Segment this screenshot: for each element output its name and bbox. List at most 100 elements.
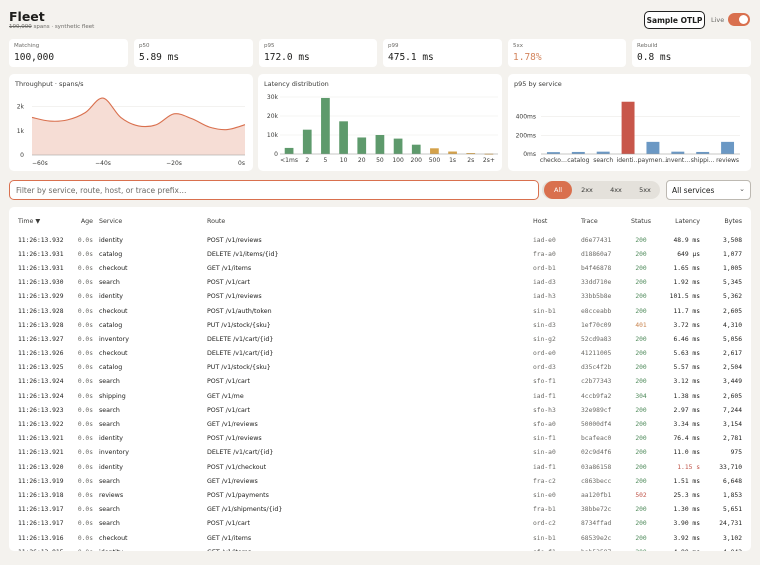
cell-latency: 6.46 ms <box>673 335 700 343</box>
table-row[interactable]: 11:26:13.927 0.0s inventory DELETE /v1/cart… <box>9 332 751 346</box>
live-toggle[interactable] <box>728 13 750 26</box>
table-row[interactable]: 11:26:13.918 0.0s reviews POST /v1/payments… <box>9 488 751 502</box>
cell-service: catalog <box>99 250 123 258</box>
sample-otlp-button[interactable]: Sample OTLP <box>644 11 705 29</box>
segment-5xx[interactable]: 5xx <box>639 186 651 194</box>
table-row[interactable]: 11:26:13.930 0.0s search POST /v1/cart iad-d… <box>9 276 751 290</box>
header: Fleet 100,000 spans · synthetic fleet Sa… <box>0 0 760 36</box>
cell-time: 11:26:13.921 <box>18 449 64 457</box>
cell-latency: 1.92 ms <box>673 279 700 287</box>
table-row[interactable]: 11:26:13.919 0.0s search GET /v1/reviews fra… <box>9 474 751 488</box>
cell-route: GET /v1/items <box>207 534 252 542</box>
cell-age: 0.0s <box>77 477 93 485</box>
x-tick-label: 5 <box>324 157 328 164</box>
cell-bytes: 6,648 <box>723 477 742 485</box>
table-row[interactable]: 11:26:13.928 0.0s checkout POST /v1/auth/to… <box>9 304 751 318</box>
segment-all[interactable]: All <box>544 181 572 199</box>
column-header-latency[interactable]: Latency <box>675 217 700 225</box>
table-row[interactable]: 11:26:13.922 0.0s search GET /v1/reviews sfo… <box>9 417 751 431</box>
table-row[interactable]: 11:26:13.921 0.0s identity POST /v1/reviews… <box>9 432 751 446</box>
cell-host: sfo-f1 <box>533 378 556 386</box>
cell-route: GET /v1/reviews <box>207 477 258 485</box>
x-tick-label: 500 <box>429 157 441 164</box>
cell-service: identity <box>99 435 124 443</box>
stat-label: Matching <box>14 43 40 49</box>
throughput-panel: Throughput · spans/s 0 1k 2k −60s −40s −20s 0s <box>9 74 253 171</box>
column-header-trace[interactable]: Trace <box>581 217 598 225</box>
x-tick-label: paymen… <box>638 157 668 164</box>
table-row[interactable]: 11:26:13.924 0.0s search POST /v1/cart sfo-f… <box>9 375 751 389</box>
cell-trace: bcafeac0 <box>581 435 612 443</box>
column-header-route[interactable]: Route <box>207 217 226 225</box>
cell-host: iad-f1 <box>533 463 556 471</box>
y-tick-label: 200ms <box>516 132 536 139</box>
table-row[interactable]: 11:26:13.920 0.0s identity POST /v1/checkou… <box>9 460 751 474</box>
table-row[interactable]: 11:26:13.923 0.0s search POST /v1/cart sfo-h… <box>9 403 751 417</box>
stat-value: 475.1 ms <box>388 52 434 63</box>
cell-latency: 2.97 ms <box>673 406 700 414</box>
x-tick-label: 0s <box>238 160 245 167</box>
bar-reviews <box>721 141 735 154</box>
cell-route: POST /v1/cart <box>207 279 250 287</box>
cell-bytes: 2,617 <box>723 350 742 358</box>
cell-route: DELETE /v1/cart/{id} <box>207 449 274 457</box>
stat-card-5xx: 5xx 1.78% <box>508 39 626 67</box>
cell-host: fra-c2 <box>533 477 556 485</box>
p95-service-chart: 0ms 200ms 400ms checko… catalog search identi…… <box>516 101 740 164</box>
cell-service: reviews <box>99 491 124 499</box>
service-select-value: All services <box>672 185 715 195</box>
segment-2xx[interactable]: 2xx <box>581 186 593 194</box>
cell-time: 11:26:13.931 <box>18 264 64 272</box>
filter-row: All 2xx 4xx 5xx All services ⌄ <box>0 180 760 202</box>
cell-route: POST /v1/checkout <box>207 463 267 471</box>
segment-4xx[interactable]: 4xx <box>610 186 622 194</box>
bar-100 <box>393 138 403 154</box>
table-row[interactable]: 11:26:13.921 0.0s inventory DELETE /v1/cart… <box>9 446 751 460</box>
cell-bytes: 2,605 <box>723 307 742 315</box>
cell-trace: b4f46878 <box>581 264 612 272</box>
column-header-age[interactable]: Age <box>80 217 93 225</box>
cell-age: 0.0s <box>77 463 93 471</box>
cell-status: 200 <box>635 236 647 244</box>
table-row[interactable]: 11:26:13.924 0.0s shipping GET /v1/me iad-f1… <box>9 389 751 403</box>
cell-service: search <box>99 279 120 287</box>
service-select[interactable]: All services ⌄ <box>666 180 751 200</box>
table-row[interactable]: 11:26:13.931 0.0s checkout GET /v1/items ord… <box>9 261 751 275</box>
cell-latency: 25.3 ms <box>673 491 700 499</box>
stat-value: 5.89 ms <box>139 52 180 63</box>
cell-route: GET /v1/me <box>207 392 244 400</box>
table-row[interactable]: 11:26:13.932 0.0s identity POST /v1/reviews… <box>9 233 751 247</box>
cell-host: sfo-a0 <box>533 421 556 429</box>
cell-age: 0.0s <box>77 491 93 499</box>
cell-age: 0.0s <box>77 545 99 551</box>
cell-host: ord-d3 <box>533 364 556 372</box>
cell-trace: d6e77431 <box>581 236 612 244</box>
x-tick-label: 20 <box>358 157 366 164</box>
column-header-time[interactable]: Time ▼ <box>18 217 41 225</box>
column-header-bytes[interactable]: Bytes <box>724 217 742 225</box>
latency-chart: 0 10k 20k 30k <1ms 2 5 10 20 50 100 200 500 1s 2s 2s+ <box>267 94 498 164</box>
bar-identi… <box>621 101 635 154</box>
table-row[interactable]: 11:26:13.926 0.0s checkout DELETE /v1/cart/… <box>9 347 751 361</box>
column-header-service[interactable]: Service <box>99 217 123 225</box>
column-header-status[interactable]: Status <box>630 217 652 225</box>
stat-label: p50 <box>139 43 150 49</box>
cell-status: 200 <box>635 279 647 287</box>
cell-service: search <box>99 378 120 386</box>
table-row[interactable]: 11:26:13.917 0.0s search GET /v1/shipments/… <box>9 503 751 517</box>
cell-host: iad-e0 <box>533 236 556 244</box>
table-row[interactable]: 11:26:13.9150.0sidentityGET /v1/itemssfo… <box>9 545 751 551</box>
cell-host: sfo-f1 <box>533 545 581 551</box>
filter-input[interactable] <box>9 180 539 200</box>
table-row[interactable]: 11:26:13.916 0.0s checkout GET /v1/items sin… <box>9 531 751 545</box>
cell-host: ord-c2 <box>533 520 556 528</box>
bar-paymen… <box>646 141 660 154</box>
cell-time: 11:26:13.916 <box>18 534 64 542</box>
table-row[interactable]: 11:26:13.925 0.0s catalog PUT /v1/stock/{sk… <box>9 361 751 375</box>
cell-age: 0.0s <box>77 520 93 528</box>
table-row[interactable]: 11:26:13.931 0.0s catalog DELETE /v1/items/… <box>9 247 751 261</box>
table-row[interactable]: 11:26:13.929 0.0s identity POST /v1/reviews… <box>9 290 751 304</box>
column-header-host[interactable]: Host <box>533 217 548 225</box>
table-row[interactable]: 11:26:13.917 0.0s search POST /v1/cart ord-c… <box>9 517 751 531</box>
table-row[interactable]: 11:26:13.928 0.0s catalog PUT /v1/stock/{sk… <box>9 318 751 332</box>
